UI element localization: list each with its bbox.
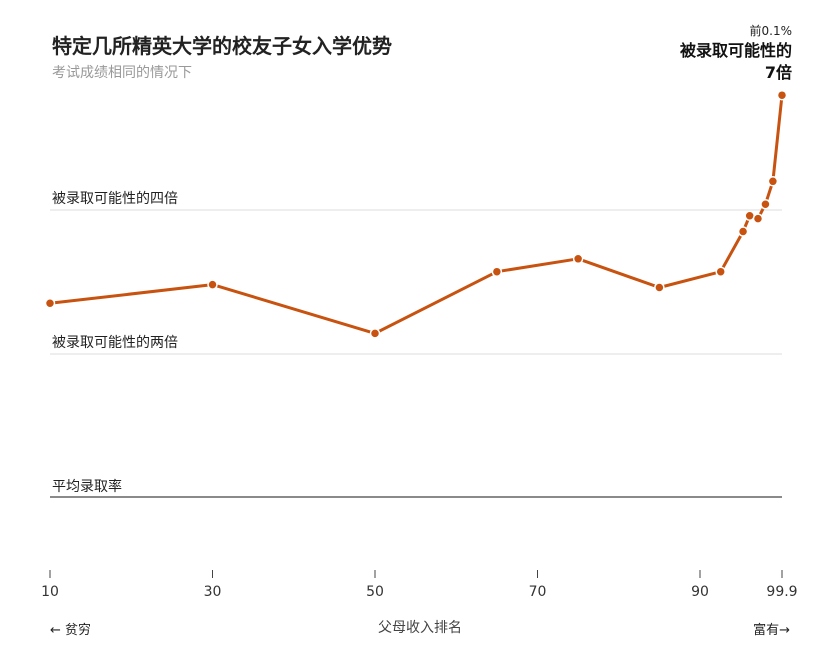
top-annotation: 前0.1% 被录取可能性的 7倍 xyxy=(680,22,792,83)
annotation-big-line2: 7倍 xyxy=(764,63,792,82)
annotation-small: 前0.1% xyxy=(749,24,793,38)
data-point xyxy=(767,176,779,187)
x-tick-label: 90 xyxy=(691,584,709,600)
data-point xyxy=(760,199,771,210)
series-line xyxy=(49,95,784,335)
ref-label-four-times: 被录取可能性的四倍 xyxy=(52,191,178,207)
x-tick-label: 10 xyxy=(41,584,59,600)
x-tick-label: 70 xyxy=(528,584,547,600)
data-point xyxy=(572,253,584,265)
data-point xyxy=(207,279,218,290)
x-axis-ticks xyxy=(49,570,783,578)
chart-subtitle: 考试成绩相同的情况下 xyxy=(52,65,192,81)
rich-direction-label: 富有→ xyxy=(753,623,790,638)
data-point xyxy=(369,328,381,339)
ref-label-two-times: 被录取可能性的两倍 xyxy=(52,335,178,351)
data-point xyxy=(44,298,56,309)
data-point xyxy=(491,266,503,277)
chart-title: 特定几所精英大学的校友子女入学优势 xyxy=(52,34,392,58)
series-points xyxy=(44,89,788,339)
ref-label-average: 平均录取率 xyxy=(52,479,122,495)
data-point xyxy=(654,282,665,293)
data-point xyxy=(776,89,788,101)
x-tick-label: 99.9 xyxy=(766,584,798,600)
poor-direction-label: ← 贫穷 xyxy=(50,623,92,638)
data-point xyxy=(752,213,764,224)
data-point xyxy=(715,266,726,277)
x-tick-label: 50 xyxy=(366,584,384,600)
annotation-big-line1: 被录取可能性的 xyxy=(679,41,792,60)
x-axis-label: 父母收入排名 xyxy=(378,620,462,636)
x-tick-label: 30 xyxy=(203,584,222,600)
data-point xyxy=(737,226,749,237)
